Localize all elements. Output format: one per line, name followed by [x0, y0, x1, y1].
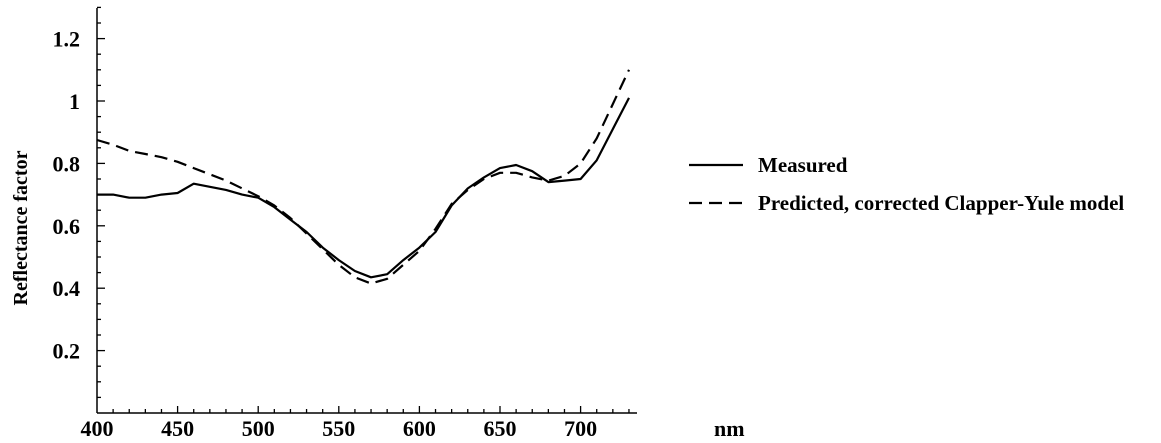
x-ticks: 400 450 500 550 600 650 700 [81, 406, 630, 441]
series-line-predicted [96, 69, 630, 285]
y-ticks: 0.2 0.4 0.6 0.8 1 1.2 [53, 6, 105, 399]
x-tick-label: 450 [161, 416, 194, 441]
x-tick-label: 600 [403, 416, 436, 441]
x-tick-label: 500 [242, 416, 275, 441]
legend: Measured Predicted, corrected Clapper-Yul… [689, 153, 1124, 215]
x-tick-label: 650 [484, 416, 517, 441]
y-tick-label: 0.6 [53, 214, 81, 239]
x-axis-unit: nm [714, 416, 745, 441]
y-tick-label: 0.2 [53, 339, 81, 364]
axes [96, 8, 637, 414]
x-tick-label: 550 [322, 416, 355, 441]
legend-label-predicted: Predicted, corrected Clapper-Yule model [758, 191, 1124, 215]
series-group [96, 69, 630, 285]
y-tick-label: 1 [69, 89, 80, 114]
legend-label-measured: Measured [758, 153, 848, 177]
x-tick-label: 400 [81, 416, 114, 441]
series-line-measured [97, 97, 630, 279]
y-tick-label: 1.2 [53, 27, 81, 52]
x-tick-label: 700 [564, 416, 597, 441]
y-tick-label: 0.4 [53, 276, 81, 301]
y-axis-title: Reflectance factor [10, 150, 32, 305]
y-tick-label: 0.8 [53, 151, 81, 176]
